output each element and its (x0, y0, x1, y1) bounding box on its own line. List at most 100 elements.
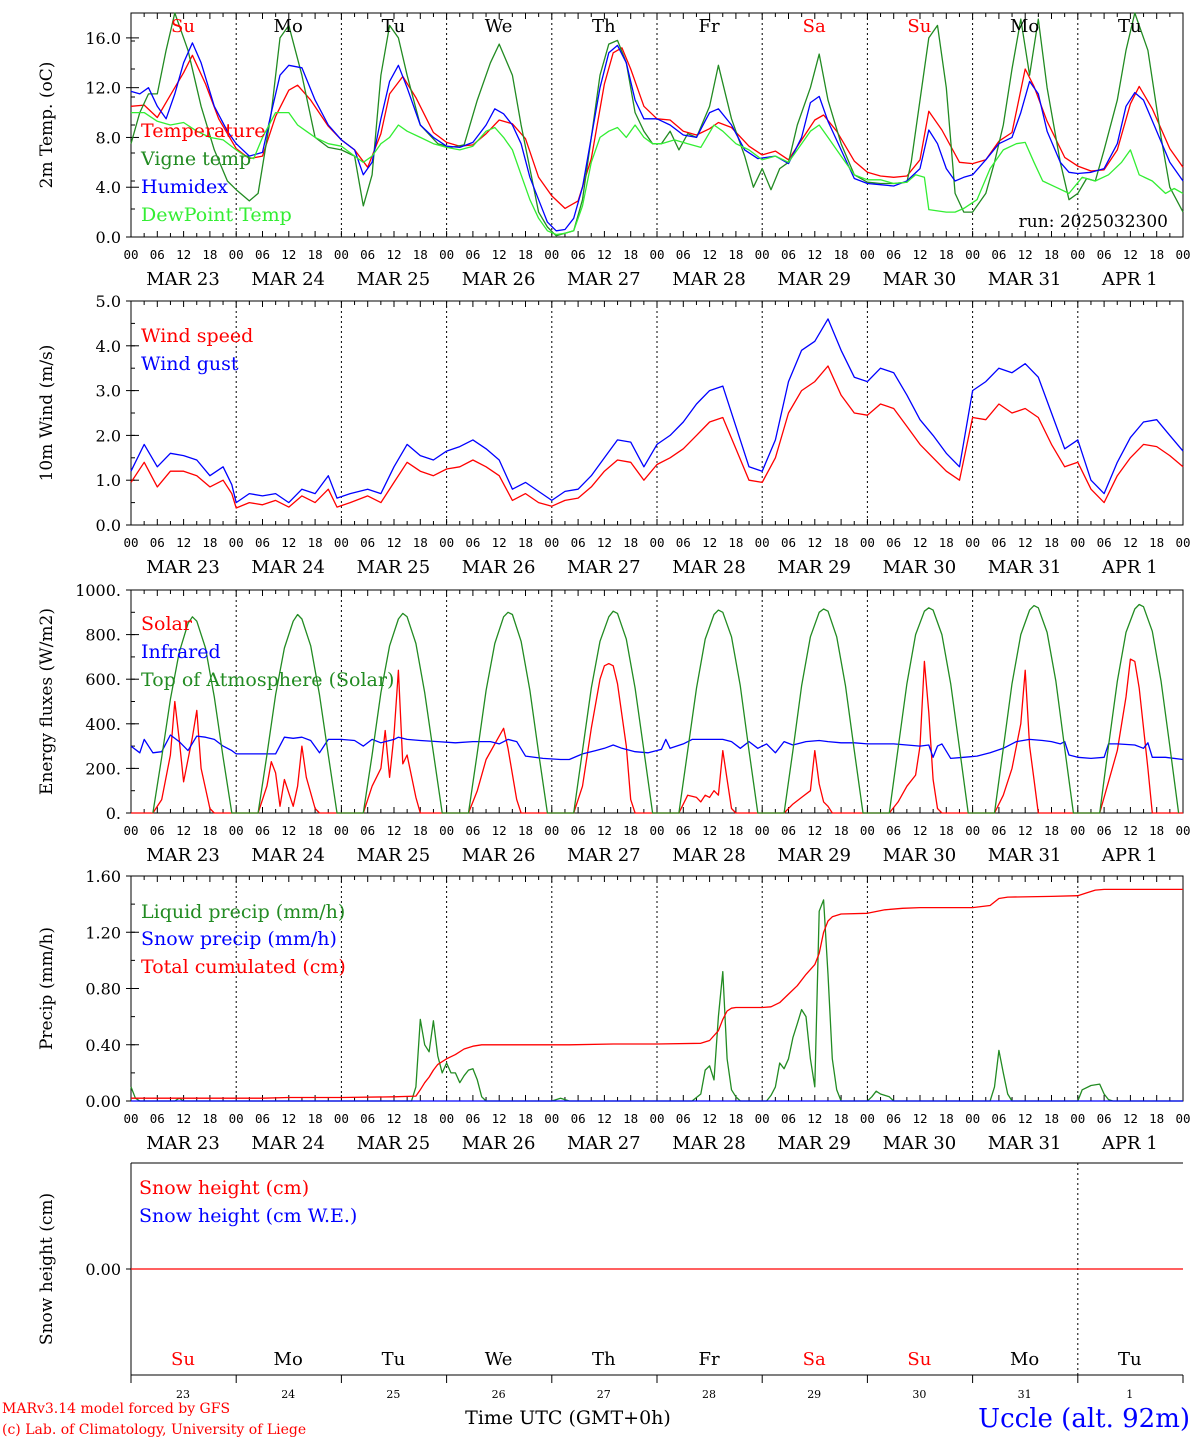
date-label: MAR 31 (988, 557, 1062, 578)
date-label: MAR 25 (357, 845, 431, 866)
day-letter: Fr (698, 16, 719, 37)
hour-tick-label: 00 (334, 247, 349, 262)
hour-tick-label: 18 (834, 1111, 849, 1126)
series-line-temperature (130, 47, 1184, 210)
panel-3: 00 06 12 18 MAR 23 00 06 12 18 MAR 24 00 06 12 18 MAR … (37, 581, 1191, 866)
hour-tick-label: 18 (728, 1111, 743, 1126)
credit-line-2: (c) Lab. of Climatology, University of L… (2, 1422, 306, 1438)
day-letter: Su (171, 16, 195, 37)
hour-tick-label: 12 (492, 823, 507, 838)
hour-tick-label: 00 (1175, 1111, 1190, 1126)
day-letter: Tu (1118, 1349, 1142, 1370)
hour-tick-label: 00 (123, 1111, 138, 1126)
series-line-top-of-atmosphere-solar- (152, 603, 1180, 814)
hour-tick-label: 12 (1018, 535, 1033, 550)
hour-tick-label: 06 (781, 247, 796, 262)
date-label: MAR 31 (988, 1133, 1062, 1154)
hour-tick-label: 06 (360, 823, 375, 838)
hour-tick-label: 18 (834, 823, 849, 838)
hour-tick-label: 06 (1097, 535, 1112, 550)
series-line-wind-gust (130, 318, 1184, 504)
hour-tick-label: 06 (465, 1111, 480, 1126)
hour-tick-label: 18 (202, 823, 217, 838)
hour-tick-label: 12 (1123, 1111, 1138, 1126)
hour-tick-label: 06 (886, 1111, 901, 1126)
date-label: MAR 30 (883, 269, 957, 290)
hour-tick-label: 18 (518, 535, 533, 550)
hour-tick-label: 06 (255, 1111, 270, 1126)
y-tick-label: 1.20 (85, 923, 121, 942)
day-letter: We (485, 1349, 513, 1370)
hour-tick-label: 18 (1149, 1111, 1164, 1126)
day-number: 28 (702, 1388, 716, 1401)
hour-tick-label: 12 (386, 535, 401, 550)
hour-tick-label: 12 (386, 247, 401, 262)
hour-tick-label: 12 (912, 247, 927, 262)
hour-tick-label: 12 (597, 823, 612, 838)
y-tick-label: 3.0 (96, 382, 121, 401)
hour-tick-label: 06 (571, 535, 586, 550)
hour-tick-label: 18 (1149, 823, 1164, 838)
hour-tick-label: 12 (912, 823, 927, 838)
y-tick-label: 12.0 (85, 79, 121, 98)
hour-tick-label: 06 (676, 247, 691, 262)
y-tick-label: 8.0 (96, 128, 121, 147)
credit-line-1: MARv3.14 model forced by GFS (2, 1401, 230, 1417)
hour-tick-label: 12 (176, 823, 191, 838)
hour-tick-label: 12 (597, 247, 612, 262)
hour-tick-label: 18 (623, 535, 638, 550)
date-label: MAR 26 (462, 557, 536, 578)
panel-1: 00 06 12 18 MAR 23 00 06 12 18 MAR 24 00 06 12 18 MAR … (37, 12, 1191, 290)
legend-entry: Infrared (141, 641, 221, 663)
day-letter: Sa (803, 16, 826, 37)
hour-tick-label: 00 (965, 1111, 980, 1126)
hour-tick-label: 12 (1018, 823, 1033, 838)
hour-tick-label: 18 (202, 535, 217, 550)
date-label: MAR 29 (777, 557, 851, 578)
x-axis-title: Time UTC (GMT+0h) (465, 1407, 671, 1429)
day-letter: Mo (1010, 16, 1039, 37)
legend-entry: Liquid precip (mm/h) (141, 901, 345, 923)
hour-tick-label: 06 (676, 535, 691, 550)
legend-entry: DewPoint Temp (141, 204, 292, 226)
date-label: MAR 24 (251, 845, 325, 866)
hour-tick-label: 12 (912, 535, 927, 550)
hour-tick-label: 00 (965, 535, 980, 550)
y-axis-title: Precip (mm/h) (37, 927, 57, 1050)
hour-tick-label: 06 (781, 823, 796, 838)
day-letter: Th (592, 1349, 616, 1370)
footer: MARv3.14 model forced by GFS (c) Lab. of… (2, 1401, 1190, 1438)
date-label: MAR 25 (357, 269, 431, 290)
day-number: 29 (807, 1388, 821, 1401)
date-label: MAR 23 (146, 845, 220, 866)
date-label: MAR 29 (777, 269, 851, 290)
hour-tick-label: 18 (834, 247, 849, 262)
hour-tick-label: 12 (281, 823, 296, 838)
hour-tick-label: 06 (991, 535, 1006, 550)
hour-tick-label: 06 (360, 535, 375, 550)
day-letter: Sa (803, 1349, 826, 1370)
legend-entry: Snow precip (mm/h) (141, 928, 337, 950)
hour-tick-label: 06 (150, 535, 165, 550)
hour-tick-label: 06 (571, 247, 586, 262)
hour-tick-label: 06 (150, 823, 165, 838)
hour-tick-label: 06 (781, 535, 796, 550)
day-letter: Su (171, 1349, 195, 1370)
day-letter: Su (907, 1349, 931, 1370)
y-tick-label: 4.0 (96, 178, 121, 197)
day-letter: Th (592, 16, 616, 37)
hour-tick-label: 12 (281, 1111, 296, 1126)
hour-tick-label: 06 (1097, 247, 1112, 262)
hour-tick-label: 06 (886, 247, 901, 262)
day-number: 1 (1126, 1388, 1133, 1401)
hour-tick-label: 12 (176, 1111, 191, 1126)
hour-tick-label: 18 (939, 1111, 954, 1126)
hour-tick-label: 00 (860, 247, 875, 262)
hour-tick-label: 00 (334, 535, 349, 550)
day-number: 30 (912, 1388, 926, 1401)
date-label: MAR 28 (672, 557, 746, 578)
hour-tick-label: 00 (860, 535, 875, 550)
y-tick-label: 0.0 (96, 228, 121, 247)
date-label: MAR 23 (146, 269, 220, 290)
hour-tick-label: 18 (413, 823, 428, 838)
